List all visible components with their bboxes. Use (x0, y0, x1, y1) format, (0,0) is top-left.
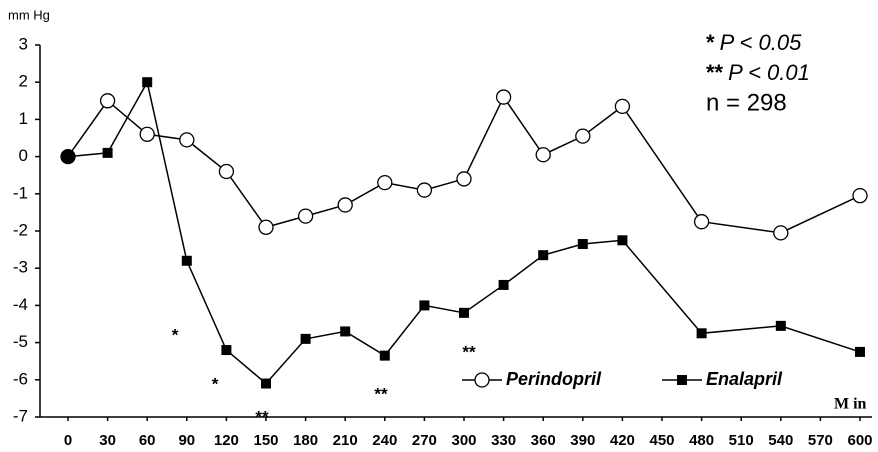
x-tick-label: 570 (808, 432, 833, 449)
point (577, 239, 588, 250)
x-axis-label: M in (834, 396, 867, 413)
point (221, 345, 232, 356)
note: ** P < 0.01 (706, 60, 810, 85)
point (773, 225, 789, 241)
x-tick-label: 60 (139, 432, 156, 449)
legend-marker (474, 372, 490, 388)
point (575, 128, 591, 144)
x-tick-label: 210 (333, 432, 358, 449)
point (617, 235, 628, 246)
point (179, 132, 195, 148)
x-tick-label: 120 (214, 432, 239, 449)
annotation: ** (255, 407, 269, 426)
x-tick-label: 510 (729, 432, 754, 449)
annotation: ** (462, 342, 476, 361)
n-label: n = 298 (706, 89, 787, 116)
point (538, 250, 549, 261)
point (419, 300, 430, 311)
point (142, 77, 153, 88)
note-text: P < 0.01 (728, 60, 810, 85)
x-tick-label: 540 (768, 432, 793, 449)
point (99, 93, 116, 109)
series (60, 89, 868, 241)
note-stars: ** (706, 60, 724, 85)
point (297, 208, 314, 224)
x-tick-label: 360 (531, 432, 556, 449)
point (456, 171, 472, 187)
legend-label: Perindopril (506, 369, 602, 389)
point (379, 350, 390, 361)
legend-label: Enalapril (706, 369, 783, 389)
point (855, 346, 865, 357)
y-axis-label: mm Hg (8, 7, 50, 22)
x-tick-label: 600 (847, 432, 872, 449)
point (693, 214, 710, 230)
series (63, 77, 865, 389)
point (139, 126, 155, 142)
y-tick-label: -2 (13, 220, 28, 239)
point (614, 98, 631, 115)
y-tick-label: -6 (13, 369, 28, 388)
x-tick-label: 150 (253, 432, 278, 449)
y-tick-label: -5 (13, 332, 28, 351)
point (852, 188, 868, 204)
point (377, 174, 393, 191)
legend-marker (677, 375, 687, 385)
point (498, 279, 509, 290)
note-stars: * (706, 30, 715, 55)
point (258, 219, 274, 235)
note-text: P < 0.05 (720, 30, 803, 55)
x-tick-label: 480 (689, 432, 714, 449)
x-tick-label: 180 (293, 432, 318, 449)
x-tick-label: 0 (64, 432, 72, 449)
y-tick-label: 0 (19, 146, 28, 165)
point (459, 307, 469, 318)
x-tick-label: 300 (451, 432, 476, 449)
x-tick-label: 330 (491, 432, 516, 449)
point (181, 255, 192, 266)
x-tick-label: 240 (372, 432, 397, 449)
y-tick-label: -1 (13, 183, 28, 202)
point (535, 147, 551, 163)
origin-point (61, 149, 75, 164)
point (300, 333, 311, 344)
line (67, 95, 861, 234)
annotation: * (212, 374, 219, 393)
point (340, 326, 351, 337)
y-tick-label: -4 (13, 295, 28, 314)
y-tick-label: -3 (13, 258, 28, 277)
point (495, 89, 512, 105)
point (261, 378, 271, 389)
annotation: ** (374, 384, 388, 403)
y-tick-label: 1 (19, 109, 28, 128)
y-tick-label: -7 (13, 406, 28, 425)
x-tick-label: 420 (610, 432, 635, 449)
x-tick-label: 30 (99, 432, 116, 449)
point (218, 163, 235, 180)
annotation: * (172, 325, 179, 344)
point (102, 147, 113, 158)
y-tick-label: 2 (19, 72, 28, 91)
point (337, 197, 353, 213)
x-tick-label: 90 (178, 432, 195, 449)
line (67, 80, 861, 385)
point (416, 182, 433, 198)
point (696, 328, 707, 339)
y-tick-label: 3 (19, 34, 28, 53)
x-tick-label: 270 (412, 432, 437, 449)
x-tick-label: 390 (570, 432, 595, 449)
x-tick-label: 450 (649, 432, 674, 449)
note: * P < 0.05 (706, 30, 802, 55)
point (775, 320, 786, 331)
